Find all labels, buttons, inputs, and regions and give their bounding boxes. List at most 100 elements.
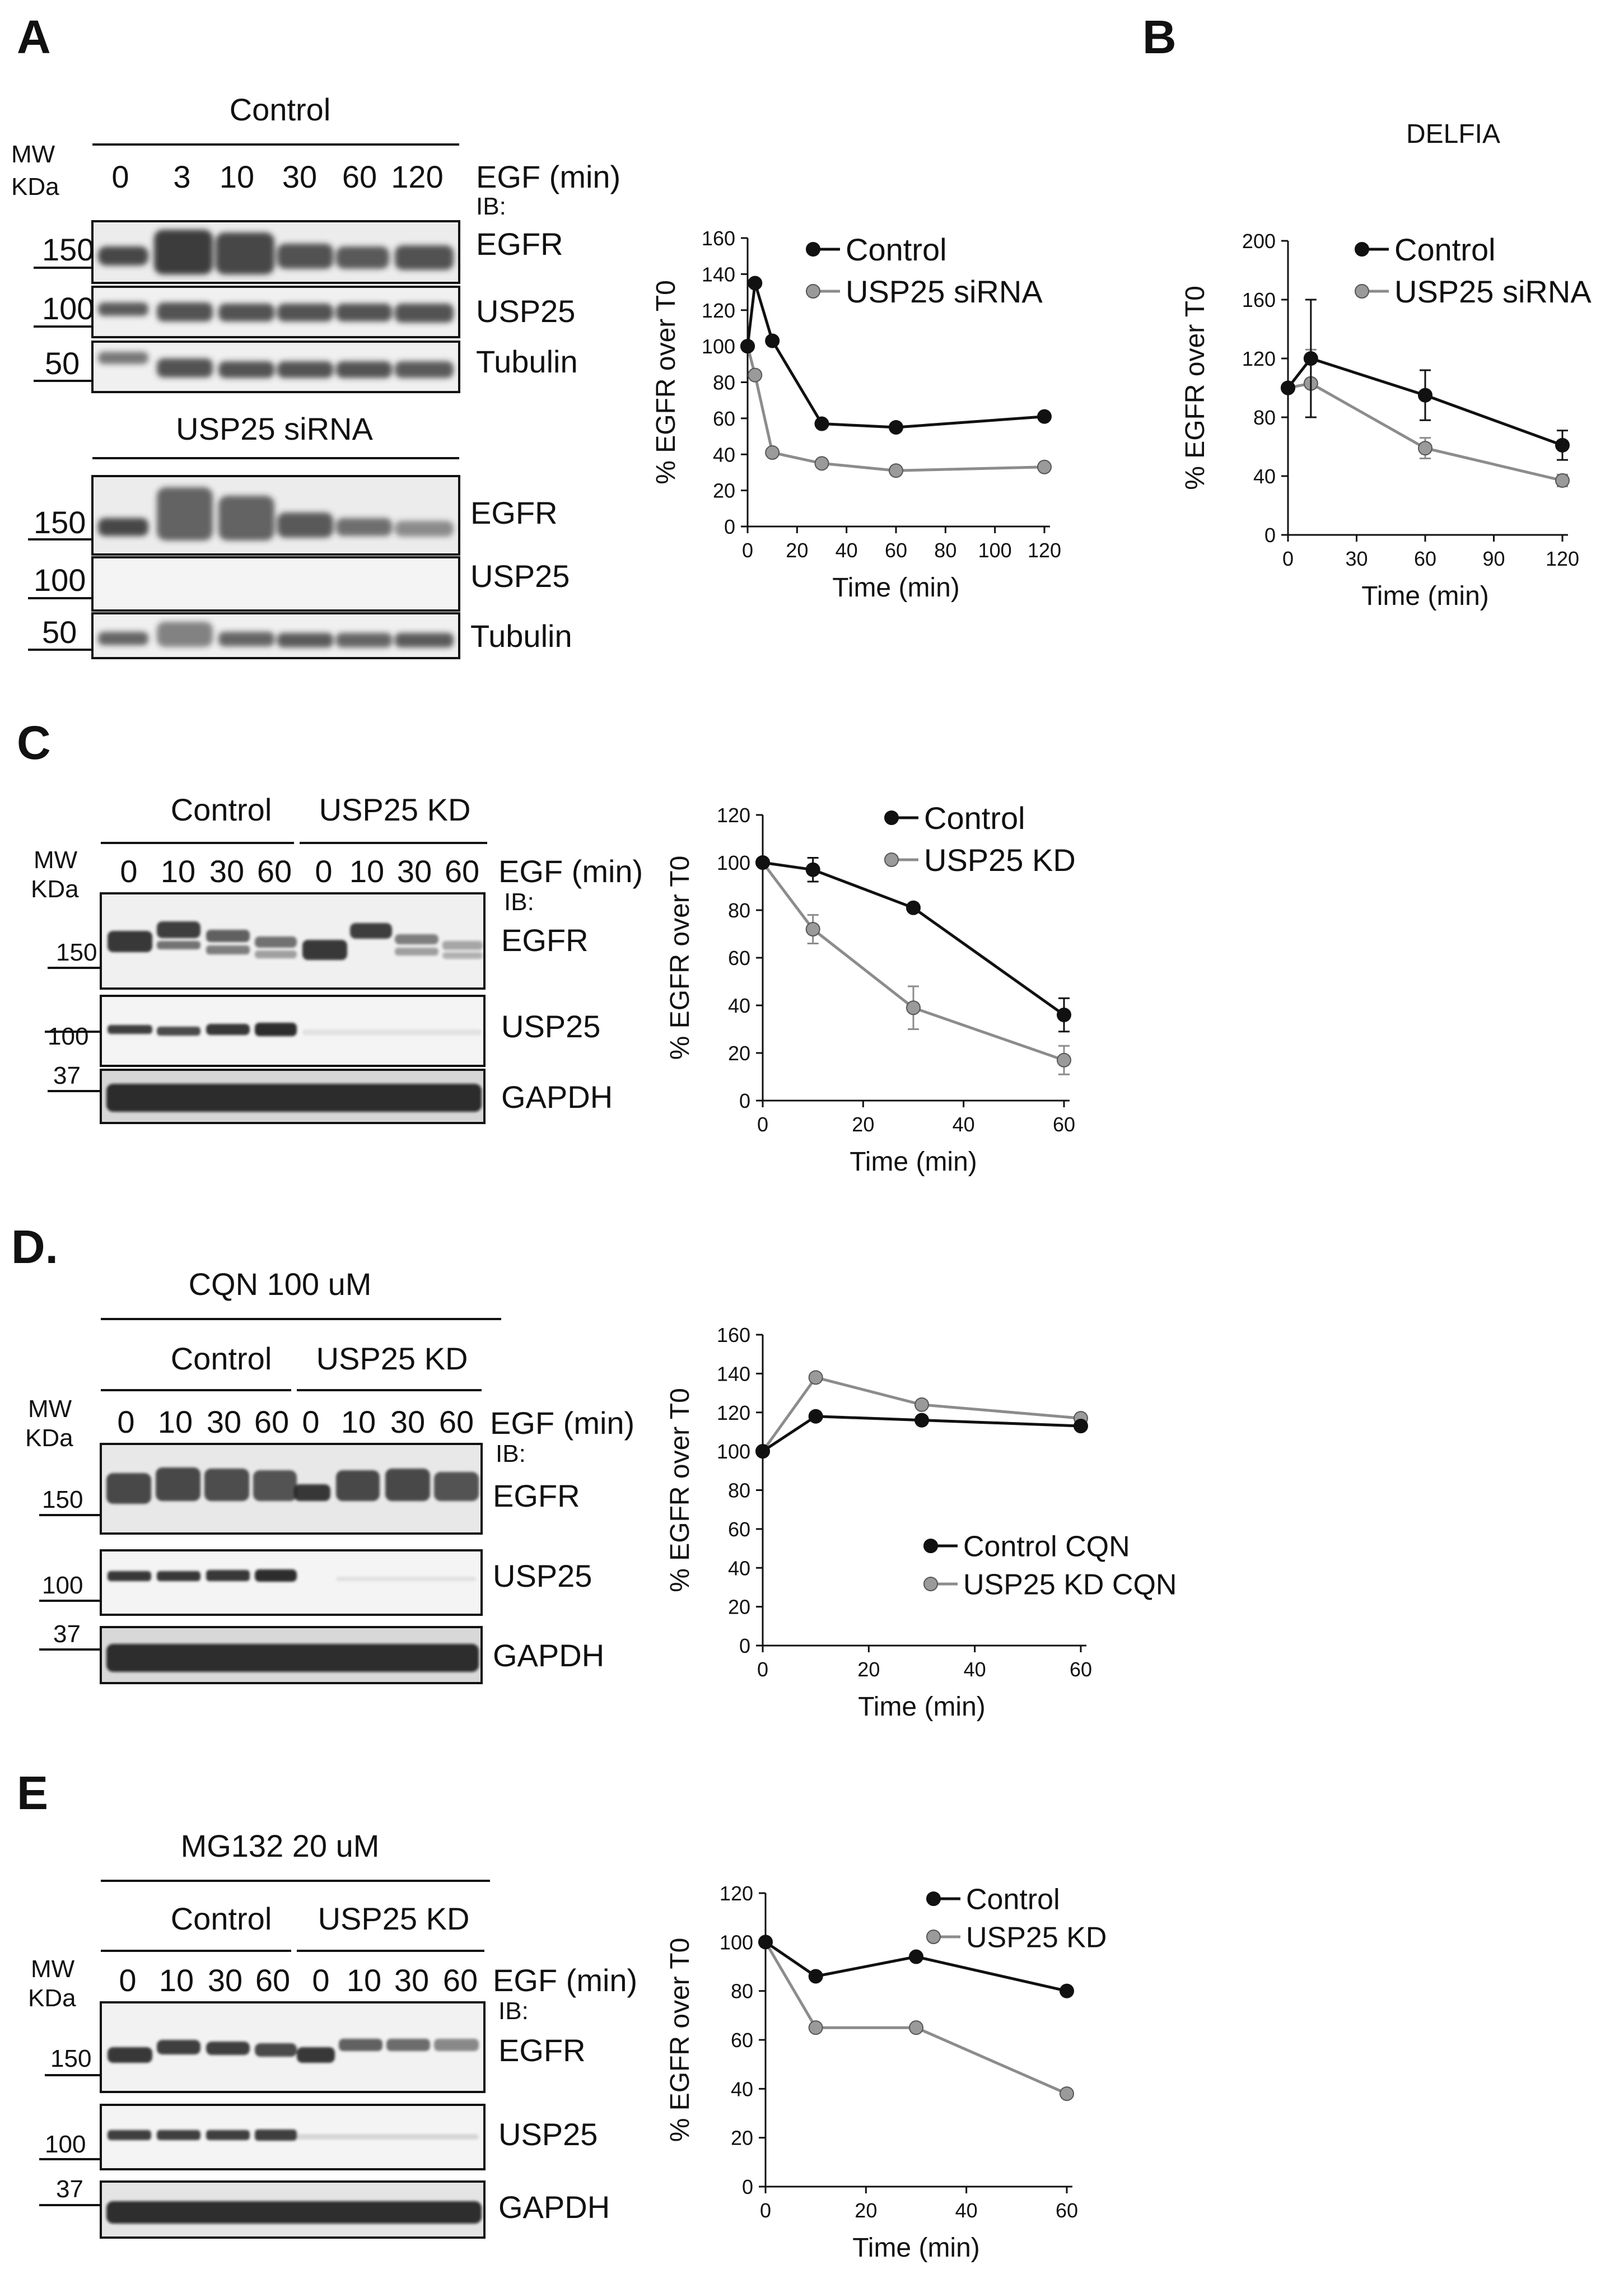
x-tick-label: 0 (760, 2199, 771, 2222)
kda-label: KDa (25, 1424, 73, 1452)
y-tick-label: 20 (728, 1596, 750, 1619)
y-tick-label: 100 (702, 335, 735, 358)
legend-label: USP25 KD CQN (963, 1569, 1177, 1601)
x-tick-label: 40 (964, 1658, 986, 1681)
lane-label: 10 (159, 1963, 194, 1998)
gapdh-bands (106, 2201, 482, 2224)
data-point (1037, 409, 1052, 424)
x-tick-label: 40 (953, 1113, 975, 1136)
y-axis-label: % EGFR over T0 (665, 856, 695, 1060)
legend-label: Control (966, 1884, 1060, 1916)
x-tick-label: 100 (978, 539, 1012, 562)
data-point (765, 445, 780, 460)
mw-marker: 37 (53, 1620, 81, 1648)
y-tick-label: 80 (728, 899, 750, 922)
data-point (1074, 1419, 1088, 1434)
series-line (1287, 357, 1563, 447)
blot-strip-usp25 (100, 1549, 483, 1616)
x-tick-label: 60 (1414, 547, 1436, 570)
lane-label: 10 (161, 854, 195, 889)
panel-a-blot-control: Control MW KDa EGF (min) IB: 0 3 10 30 6… (11, 92, 620, 393)
data-point (808, 2020, 823, 2035)
y-tick-label: 200 (1242, 230, 1276, 253)
data-point (909, 2020, 923, 2035)
lane-label: 60 (342, 159, 377, 194)
y-tick-label: 100 (717, 1440, 750, 1463)
x-tick-label: 120 (1028, 539, 1061, 562)
usp25-bands (108, 1023, 482, 1036)
gapdh-bands (106, 1084, 482, 1112)
lane-label: 10 (341, 1404, 376, 1439)
data-point (1281, 380, 1295, 395)
y-tick-label: 0 (724, 515, 735, 538)
x-axis-label: Time (min) (832, 573, 960, 603)
lane-label: 10 (158, 1404, 193, 1439)
egfr-bands (98, 230, 454, 274)
x-tick-label: 0 (1282, 547, 1294, 570)
panel-e-blot: MG132 20 uM Control USP25 KD MW KDa EGF … (28, 1828, 637, 2239)
y-tick-label: 40 (728, 1557, 750, 1579)
series-line (762, 1415, 1081, 1453)
lane-label: 0 (315, 854, 332, 889)
egf-min-label: EGF (min) (476, 159, 620, 194)
x-tick-label: 40 (955, 2199, 978, 2222)
legend-swatch-marker (926, 1891, 941, 1906)
series-line (764, 1941, 1068, 2095)
x-tick-label: 20 (857, 1658, 880, 1681)
y-tick-label: 0 (1264, 524, 1276, 547)
chart-d: 0 20 40 60 80 100 120 140 160 0 20 40 60 Time (min) % … (665, 1324, 1177, 1722)
mw-marker: 150 (42, 232, 94, 267)
lane-label: 0 (119, 1963, 136, 1998)
group-label-control: Control (171, 792, 272, 827)
y-tick-label: 0 (742, 2175, 753, 2198)
group-label-usp25-kd: USP25 KD (318, 1901, 470, 1936)
data-point (1037, 459, 1052, 474)
panel-a-blot-usp25-sirna: USP25 siRNA 150 100 50 EGFR USP25 Tub (28, 411, 572, 659)
data-point (755, 1444, 770, 1459)
lane-label: 30 (390, 1404, 425, 1439)
chart-b: 0 40 80 120 160 200 0 30 60 90 120 Time (min) % EGFR… (1180, 119, 1592, 611)
target-label: Tubulin (470, 618, 572, 654)
y-tick-label: 80 (731, 1980, 753, 2003)
panel-c-blot: Control USP25 KD MW KDa EGF (min) IB: 0 … (31, 792, 643, 1124)
legend-label: Control CQN (963, 1531, 1130, 1563)
y-tick-label: 20 (728, 1042, 750, 1065)
mw-label: MW (11, 141, 55, 168)
mw-marker: 100 (45, 2131, 86, 2158)
target-label: Tubulin (476, 344, 578, 379)
series-line (746, 282, 1045, 429)
data-point (755, 855, 770, 870)
panel-letter-a: A (17, 11, 51, 63)
series-line (762, 861, 1065, 1062)
x-tick-label: 80 (934, 539, 956, 562)
data-point (808, 1409, 823, 1424)
usp25-bands (108, 1569, 476, 1582)
y-tick-label: 120 (717, 804, 750, 827)
egfr-bands (98, 487, 454, 540)
legend-swatch-marker (884, 810, 899, 825)
x-axis-label: Time (min) (852, 2233, 980, 2263)
y-axis-label: % EGFR over T0 (665, 1388, 695, 1592)
legend-swatch-marker (926, 1930, 941, 1944)
x-axis-label: Time (min) (850, 1147, 977, 1177)
y-tick-label: 60 (731, 2029, 753, 2052)
panel-letter-c: C (17, 716, 51, 769)
lane-label: 60 (254, 1404, 289, 1439)
data-point (1303, 351, 1318, 366)
lane-label: 30 (209, 854, 244, 889)
data-point (748, 276, 763, 291)
usp25-bands (108, 2129, 479, 2141)
x-tick-label: 60 (1070, 1658, 1092, 1681)
egf-min-label: EGF (min) (498, 854, 643, 889)
y-tick-label: 120 (1242, 347, 1276, 370)
mw-marker: 100 (34, 562, 86, 598)
y-tick-label: 80 (1253, 406, 1276, 429)
y-axis-label: % EGFR over T0 (665, 1938, 695, 2142)
chart-c: 0 20 40 60 80 100 120 0 20 40 60 Time (min) % EGFR o… (665, 800, 1076, 1177)
blot-condition-label: USP25 siRNA (176, 411, 373, 446)
data-point (906, 1000, 921, 1015)
data-point (889, 463, 903, 478)
panel-letter-b: B (1142, 11, 1177, 63)
legend-label: Control (924, 800, 1025, 836)
mw-label: MW (28, 1395, 72, 1423)
